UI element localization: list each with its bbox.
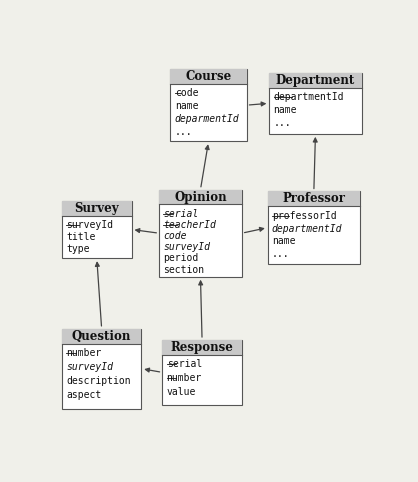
Text: period: period xyxy=(163,254,199,264)
Text: type: type xyxy=(66,244,90,254)
Bar xyxy=(162,340,242,405)
Bar xyxy=(159,189,242,277)
Text: ...: ... xyxy=(272,249,290,259)
Text: ...: ... xyxy=(273,119,291,129)
Bar xyxy=(171,69,247,84)
Text: Course: Course xyxy=(186,70,232,83)
Text: name: name xyxy=(175,101,198,111)
Text: serial: serial xyxy=(163,209,199,219)
Text: description: description xyxy=(66,376,131,386)
Bar xyxy=(268,191,360,206)
Text: Department: Department xyxy=(276,74,355,87)
Text: Response: Response xyxy=(171,341,234,354)
Text: section: section xyxy=(163,265,204,275)
Text: surveyId: surveyId xyxy=(66,362,113,372)
Bar xyxy=(159,189,242,204)
Bar xyxy=(162,340,242,355)
Text: departmentId: departmentId xyxy=(272,224,342,234)
Text: ...: ... xyxy=(175,127,192,136)
Text: code: code xyxy=(163,231,187,241)
Bar xyxy=(171,69,247,141)
Text: number: number xyxy=(66,348,102,358)
Text: serial: serial xyxy=(167,359,202,369)
Bar xyxy=(62,201,132,215)
Text: code: code xyxy=(175,88,198,98)
Bar xyxy=(269,73,362,134)
Bar xyxy=(62,329,141,344)
Text: value: value xyxy=(167,388,196,398)
Text: surveyId: surveyId xyxy=(66,220,113,230)
Text: departmentId: departmentId xyxy=(273,92,344,102)
Text: Professor: Professor xyxy=(282,192,345,205)
Bar xyxy=(62,329,141,409)
Text: title: title xyxy=(66,232,96,242)
Text: Opinion: Opinion xyxy=(174,190,227,203)
Text: professorId: professorId xyxy=(272,211,336,221)
Text: Survey: Survey xyxy=(74,201,119,214)
Bar xyxy=(269,73,362,88)
Text: teacherId: teacherId xyxy=(163,220,216,230)
Text: surveyId: surveyId xyxy=(163,242,210,252)
Bar xyxy=(62,201,132,258)
Text: Question: Question xyxy=(72,330,131,343)
Text: name: name xyxy=(272,236,296,246)
Text: deparmentId: deparmentId xyxy=(175,114,240,124)
Text: name: name xyxy=(273,105,297,115)
Text: number: number xyxy=(167,373,202,383)
Text: aspect: aspect xyxy=(66,390,102,401)
Bar xyxy=(268,191,360,264)
